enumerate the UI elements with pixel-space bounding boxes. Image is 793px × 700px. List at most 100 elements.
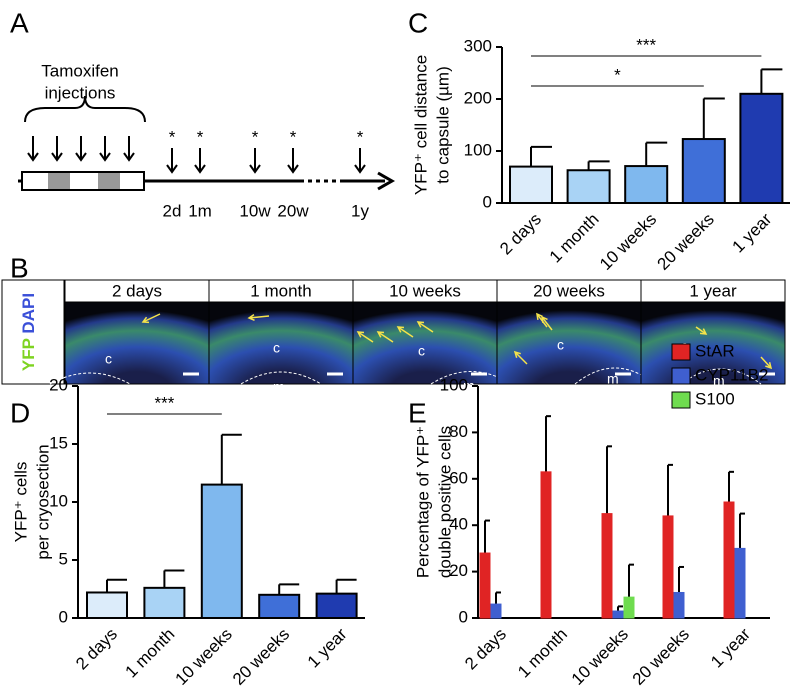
legend-swatch — [671, 391, 691, 409]
x-tick-label: 10 weeks — [568, 625, 632, 689]
timeline-title: Tamoxifen — [41, 61, 118, 80]
micrograph — [352, 301, 498, 385]
timepoint-label: 10w — [239, 201, 271, 220]
y-axis-label: per cryosection — [33, 444, 52, 559]
arrow-head — [51, 152, 63, 162]
y-tick-label: 100 — [464, 140, 492, 159]
y-axis-label: YFP⁺ cells — [11, 462, 30, 543]
micrograph — [64, 301, 210, 385]
timepoint-label: 20w — [277, 201, 309, 220]
bar — [315, 592, 358, 620]
medulla-border — [680, 368, 762, 385]
panel-label: E — [408, 397, 427, 428]
column-label: 2 days — [112, 281, 162, 300]
y-tick-label: 10 — [49, 491, 68, 510]
column-label: 20 weeks — [533, 281, 605, 300]
stain-box — [1, 279, 65, 385]
arrow-head — [99, 152, 111, 162]
significance-marker: * — [357, 127, 364, 146]
injection-box — [21, 171, 145, 191]
bar — [739, 92, 784, 204]
y-axis-label: to capsule (µm) — [433, 66, 452, 184]
x-tick-label: 1 year — [304, 624, 351, 671]
yfp-arrow — [541, 316, 553, 331]
yfp-arrow — [397, 326, 414, 338]
region-label: m — [713, 373, 725, 389]
region-label: c — [418, 343, 425, 359]
significance-label: *** — [636, 35, 656, 54]
bar — [681, 138, 726, 204]
yfp-arrow-head — [513, 350, 521, 358]
bar — [490, 603, 502, 619]
x-tick-label: 2 days — [461, 625, 510, 674]
y-tick-label: 20 — [49, 375, 68, 394]
y-tick-label: 5 — [59, 549, 68, 568]
bar — [612, 610, 624, 619]
legend-swatch — [671, 343, 691, 361]
x-tick-label: 20 weeks — [654, 210, 718, 274]
significance-marker: * — [252, 127, 259, 146]
y-axis-label: Percentage of YFP⁺ — [413, 426, 432, 578]
injection-gap — [98, 173, 120, 189]
arrow-head — [166, 164, 178, 174]
yfp-arrow-head — [141, 316, 150, 324]
timeline-title: injections — [45, 83, 116, 102]
yfp-arrow — [514, 351, 528, 365]
panel-label: C — [408, 7, 428, 38]
timepoint-label: 2d — [163, 201, 182, 220]
bar — [623, 596, 635, 619]
yfp-arrow — [248, 315, 270, 319]
arrow-head — [123, 152, 135, 162]
y-tick-label: 40 — [449, 515, 468, 534]
medulla-border — [49, 372, 131, 385]
y-tick-label: 20 — [449, 561, 468, 580]
injection-gap — [48, 173, 70, 189]
column-label: 1 month — [250, 281, 311, 300]
legend-label: StAR — [695, 341, 735, 360]
legend-swatch — [671, 367, 691, 385]
x-tick-label: 1 month — [122, 625, 179, 682]
bar — [86, 591, 128, 619]
arrow-head — [27, 152, 39, 162]
x-tick-label: 1 month — [514, 625, 571, 682]
arrow-head — [75, 152, 87, 162]
brace — [24, 95, 146, 123]
bar — [200, 483, 243, 619]
y-tick-label: 15 — [49, 433, 68, 452]
yfp-arrow — [377, 331, 394, 343]
yfp-arrow-head — [699, 328, 708, 335]
y-tick-label: 60 — [449, 468, 468, 487]
arrow-head — [194, 164, 206, 174]
yfp-arrow-head — [247, 313, 255, 322]
y-tick-label: 0 — [459, 607, 468, 626]
bar — [540, 471, 552, 619]
region-label: c — [273, 340, 280, 356]
arrow-head — [354, 164, 366, 174]
bar — [566, 169, 611, 205]
bar — [673, 591, 685, 619]
yfp-arrow — [695, 326, 707, 335]
x-tick-label: 20 weeks — [629, 625, 693, 689]
y-tick-label: 80 — [449, 422, 468, 441]
panel-label: D — [10, 397, 30, 428]
region-label: m — [273, 379, 285, 395]
bar — [601, 513, 613, 619]
region-label: c — [105, 351, 112, 367]
bar — [624, 165, 669, 204]
yfp-arrow-head — [356, 331, 365, 338]
panel-label: B — [10, 252, 29, 283]
legend-label: CYP11B2 — [695, 365, 768, 384]
bar — [734, 547, 746, 619]
x-tick-label: 2 days — [496, 210, 545, 259]
panel-label: A — [10, 7, 29, 38]
medulla-border — [240, 371, 322, 385]
region-label: m — [607, 371, 619, 387]
micrograph — [208, 301, 354, 385]
bar — [662, 515, 674, 619]
bar — [143, 586, 186, 620]
bar — [509, 165, 553, 205]
region-label: m — [82, 381, 94, 397]
yfp-arrow-head — [536, 312, 543, 321]
significance-marker: * — [169, 127, 176, 146]
